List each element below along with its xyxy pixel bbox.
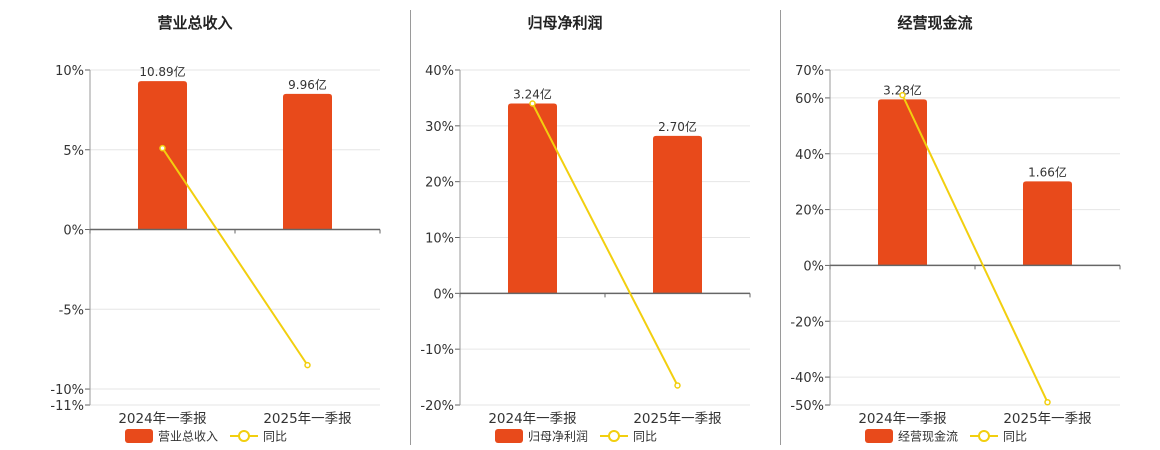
chart-title: 营业总收入 bbox=[157, 14, 232, 32]
legend-label-bar: 营业总收入 bbox=[158, 430, 218, 444]
y-tick-label: 0% bbox=[433, 287, 454, 302]
bar-data-label: 1.66亿 bbox=[1028, 164, 1067, 179]
y-tick-label: 40% bbox=[425, 64, 454, 79]
series-point bbox=[159, 144, 166, 152]
y-tick-label: 10% bbox=[425, 232, 454, 247]
y-tick-label: 0% bbox=[63, 224, 84, 239]
y-tick-label: -10% bbox=[50, 383, 84, 398]
chart-panel-cash-flow: 经营现金流 70% 60% 40% 20% 0% -20% -40% -50% 3.28亿 1.66… bbox=[765, 0, 1135, 450]
legend-swatch-bar bbox=[495, 429, 523, 443]
bar-data-label: 2.70亿 bbox=[658, 119, 697, 134]
x-tick-label: 2024年一季报 bbox=[118, 411, 206, 427]
y-tick-label: 0% bbox=[803, 259, 824, 274]
y-tick-label: 60% bbox=[795, 92, 824, 107]
legend-swatch-bar bbox=[125, 429, 153, 443]
series-point bbox=[529, 100, 536, 107]
series-point bbox=[899, 91, 906, 99]
bar-data-label: 9.96亿 bbox=[288, 77, 327, 92]
x-tick-label: 2025年一季报 bbox=[1003, 411, 1091, 427]
bar-data-label: 3.28亿 bbox=[883, 82, 922, 97]
series-line bbox=[901, 94, 1049, 403]
y-tick-label: -5% bbox=[59, 303, 84, 318]
bar bbox=[1023, 181, 1072, 266]
y-tick-label: -10% bbox=[420, 343, 454, 358]
chart-title: 经营现金流 bbox=[897, 14, 972, 32]
y-tick-label: -20% bbox=[790, 315, 824, 330]
panel-divider bbox=[780, 10, 781, 445]
series-line bbox=[531, 103, 679, 386]
series-point bbox=[674, 382, 681, 389]
legend-label-line: 同比 bbox=[1003, 430, 1027, 444]
y-tick-label: 5% bbox=[63, 144, 84, 159]
y-tick-label: 20% bbox=[795, 204, 824, 219]
y-tick-label: 70% bbox=[795, 64, 824, 79]
panel-divider bbox=[410, 10, 411, 445]
y-tick-label: -11% bbox=[50, 399, 84, 414]
legend-label-line: 同比 bbox=[263, 430, 287, 444]
y-tick-label: 10% bbox=[55, 64, 84, 79]
legend-label-line: 同比 bbox=[633, 430, 657, 444]
legend-swatch-bar bbox=[865, 429, 893, 443]
legend-swatch-marker bbox=[238, 430, 250, 442]
bar-data-label: 3.24亿 bbox=[513, 87, 552, 102]
chart-cash-flow: 经营现金流 70% 60% 40% 20% 0% -20% -40% -50% 3.28亿 1.66… bbox=[790, 14, 1121, 444]
x-tick-label: 2024年一季报 bbox=[488, 411, 576, 427]
bar bbox=[508, 103, 557, 294]
y-tick-label: -40% bbox=[790, 371, 824, 386]
chart-net-profit: 归母净利润 40% 30% 20% 10% 0% -10% -20% 3.24亿 2.70亿 202… bbox=[420, 14, 751, 444]
bar bbox=[878, 99, 927, 266]
chart-title: 归母净利润 bbox=[527, 14, 602, 32]
y-tick-label: 30% bbox=[425, 120, 454, 135]
x-tick-label: 2025年一季报 bbox=[263, 411, 351, 427]
legend-swatch-marker bbox=[978, 430, 990, 442]
chart-panel-revenue: 营业总收入 10% 5% 0% -5% -10% -11% 10.89亿 9.96亿 2024年一… bbox=[25, 0, 395, 450]
y-tick-label: -50% bbox=[790, 399, 824, 414]
y-tick-label: 20% bbox=[425, 176, 454, 191]
legend-label-bar: 经营现金流 bbox=[898, 429, 958, 444]
y-tick-label: -20% bbox=[420, 399, 454, 414]
bar-data-label: 10.89亿 bbox=[139, 64, 185, 79]
series-point bbox=[1044, 398, 1051, 406]
series-point bbox=[304, 361, 311, 369]
legend-swatch-marker bbox=[608, 430, 620, 442]
x-tick-label: 2024年一季报 bbox=[858, 411, 946, 427]
chart-revenue: 营业总收入 10% 5% 0% -5% -10%-11% 10.89亿 9.96亿 2024年一… bbox=[50, 14, 381, 444]
chart-panel-net-profit: 归母净利润 40% 30% 20% 10% 0% -10% -20% 3.24亿 2.70亿 202… bbox=[395, 0, 765, 450]
bar bbox=[653, 135, 702, 294]
bar bbox=[138, 81, 187, 230]
y-tick-label: 40% bbox=[795, 148, 824, 163]
legend-label-bar: 归母净利润 bbox=[528, 430, 588, 444]
series-line bbox=[161, 147, 309, 366]
x-tick-label: 2025年一季报 bbox=[633, 411, 721, 427]
bar bbox=[283, 93, 332, 230]
